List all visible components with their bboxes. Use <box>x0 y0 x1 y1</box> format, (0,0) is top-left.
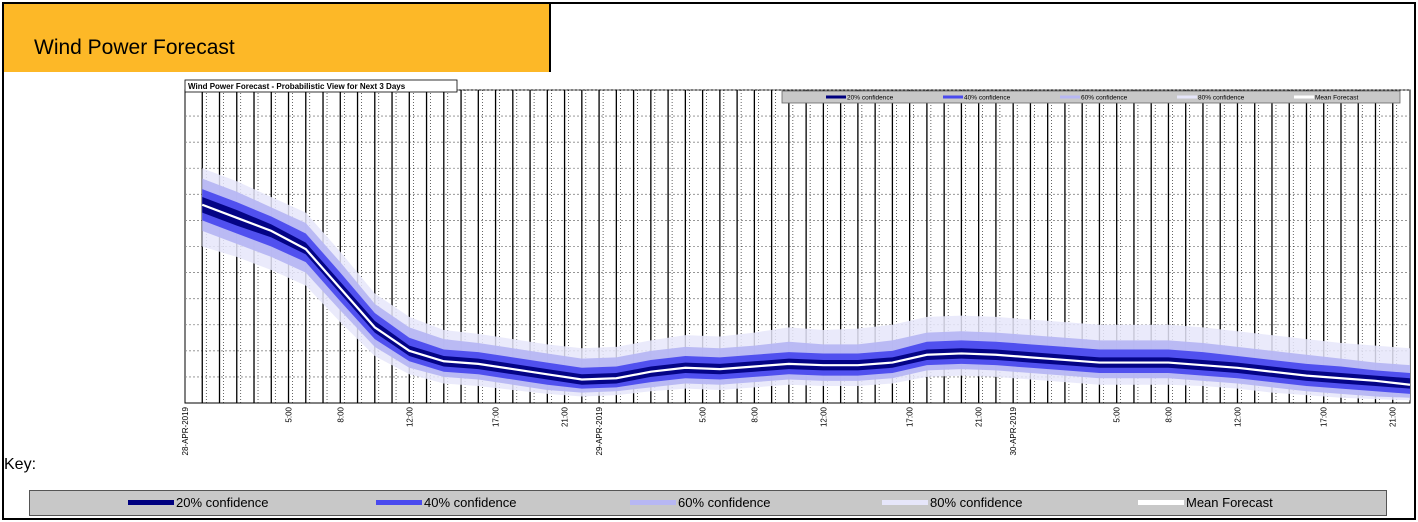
legend-label: 40% confidence <box>964 95 1011 102</box>
x-tick-label: 5:00 <box>285 406 294 422</box>
legend-label: 60% confidence <box>1081 95 1128 102</box>
legend-swatch <box>1177 95 1197 99</box>
chart-title: Wind Power Forecast - Probabilistic View… <box>188 82 406 91</box>
band-20-confidence <box>202 196 1410 389</box>
x-tick-label: 8:00 <box>336 406 345 422</box>
key-item-label: Mean Forecast <box>1186 495 1273 510</box>
x-tick-label: 5:00 <box>1113 406 1122 422</box>
legend-label: 80% confidence <box>1198 95 1245 102</box>
key-item-mean: Mean Forecast <box>1138 495 1273 510</box>
key-item-label: 20% confidence <box>176 495 269 510</box>
forecast-chart: 01,0002,0003,0004,0005,0006,0007,0008,00… <box>181 79 1411 455</box>
key-item-label: 60% confidence <box>678 495 771 510</box>
x-tick-label: 5:00 <box>699 406 708 422</box>
key-swatch-mean <box>1138 500 1184 505</box>
mean-forecast-line <box>201 203 1411 386</box>
title-box: Wind Power Forecast <box>4 4 551 72</box>
key-legend-bar: 20% confidence 40% confidence 60% confid… <box>29 490 1387 516</box>
key-item-20: 20% confidence <box>128 495 269 510</box>
key-label: Key: <box>4 456 37 473</box>
page-title: Wind Power Forecast <box>34 36 235 59</box>
key-swatch-80 <box>882 500 928 505</box>
x-tick-label: 17:00 <box>1320 406 1329 427</box>
x-tick-label: 30-APR-2019 <box>1009 406 1018 455</box>
x-tick-label: 21:00 <box>1389 406 1398 427</box>
band-60-confidence <box>202 178 1410 398</box>
legend-label: 20% confidence <box>847 95 894 102</box>
key-item-60: 60% confidence <box>630 495 771 510</box>
chart-legend <box>781 90 1401 104</box>
legend-swatch <box>1060 95 1080 99</box>
legend-swatch <box>1294 95 1314 99</box>
x-tick-label: 12:00 <box>405 406 414 427</box>
chart-title-box <box>184 79 458 93</box>
legend-swatch <box>943 95 963 99</box>
key-swatch-60 <box>630 500 676 505</box>
x-tick-label: 8:00 <box>1164 406 1173 422</box>
legend-label: Mean Forecast <box>1315 95 1359 102</box>
key-item-40: 40% confidence <box>376 495 517 510</box>
x-tick-label: 12:00 <box>819 406 828 427</box>
x-tick-label: 17:00 <box>492 406 501 427</box>
x-tick-label: 8:00 <box>750 406 759 422</box>
x-tick-label: 21:00 <box>561 406 570 427</box>
x-tick-label: 12:00 <box>1233 406 1242 427</box>
x-tick-label: 29-APR-2019 <box>595 406 604 455</box>
key-item-label: 80% confidence <box>930 495 1023 510</box>
x-tick-label: 28-APR-2019 <box>181 406 190 455</box>
x-tick-label: 17:00 <box>906 406 915 427</box>
x-tick-label: 21:00 <box>975 406 984 427</box>
key-item-label: 40% confidence <box>424 495 517 510</box>
key-swatch-20 <box>128 500 174 505</box>
legend-swatch <box>826 95 846 99</box>
key-item-80: 80% confidence <box>882 495 1023 510</box>
key-swatch-40 <box>376 500 422 505</box>
